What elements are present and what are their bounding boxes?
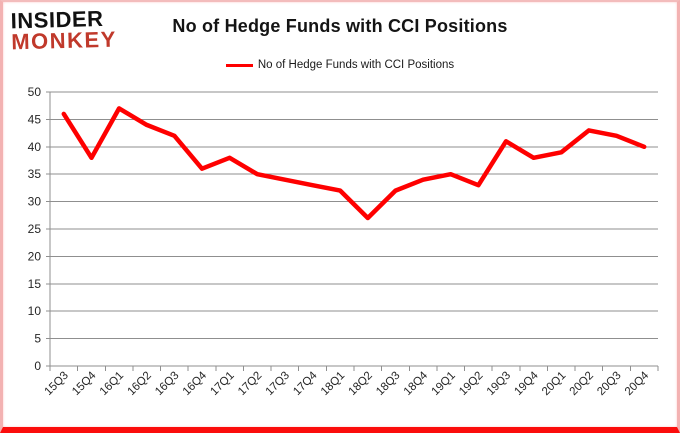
x-tick-label: 16Q4 xyxy=(181,369,210,398)
legend-line-swatch xyxy=(225,63,253,67)
x-tick-label: 17Q3 xyxy=(264,370,292,398)
x-tick-label: 17Q4 xyxy=(291,369,320,398)
x-tick-label: 18Q4 xyxy=(402,369,431,398)
x-tick-label: 20Q2 xyxy=(568,370,596,398)
y-tick-label: 30 xyxy=(28,195,42,209)
y-tick-label: 45 xyxy=(28,112,42,126)
y-tick-label: 40 xyxy=(28,140,42,154)
x-tick-label: 19Q1 xyxy=(429,370,457,398)
x-tick-label: 17Q1 xyxy=(208,370,236,398)
x-tick-label: 20Q1 xyxy=(540,370,568,398)
legend: No of Hedge Funds with CCI Positions xyxy=(3,59,677,71)
x-tick-label: 15Q3 xyxy=(43,370,71,398)
x-tick-label: 20Q3 xyxy=(595,370,623,398)
x-tick-label: 17Q2 xyxy=(236,370,264,398)
y-tick-label: 50 xyxy=(28,85,42,99)
y-tick-label: 20 xyxy=(28,249,42,263)
x-tick-label: 18Q1 xyxy=(319,370,347,398)
legend-label: No of Hedge Funds with CCI Positions xyxy=(257,59,455,71)
y-tick-label: 25 xyxy=(28,222,42,236)
series-line xyxy=(61,106,647,221)
y-tick-label: 35 xyxy=(28,167,42,181)
y-tick-label: 15 xyxy=(28,277,42,291)
x-tick-label: 16Q1 xyxy=(98,370,126,398)
y-tick-label: 10 xyxy=(28,304,42,318)
y-tick-label: 0 xyxy=(34,359,41,373)
x-tick-label: 19Q2 xyxy=(457,370,485,398)
x-tick-label: 16Q3 xyxy=(153,370,181,398)
x-tick-label: 19Q3 xyxy=(485,370,513,398)
x-tick-label: 20Q4 xyxy=(623,369,652,398)
y-tick-label: 5 xyxy=(34,332,41,346)
x-tick-label: 16Q2 xyxy=(125,370,153,398)
x-tick-label: 15Q4 xyxy=(70,369,99,398)
x-tick-label: 19Q4 xyxy=(512,369,541,398)
line-chart: 0 5 10 15 20 25 30 35 40 45 50 15Q3 15Q4 16Q1 16Q2 16Q3… xyxy=(28,85,659,398)
x-tick-label: 18Q3 xyxy=(374,370,402,398)
x-tick-label: 18Q2 xyxy=(347,370,375,398)
